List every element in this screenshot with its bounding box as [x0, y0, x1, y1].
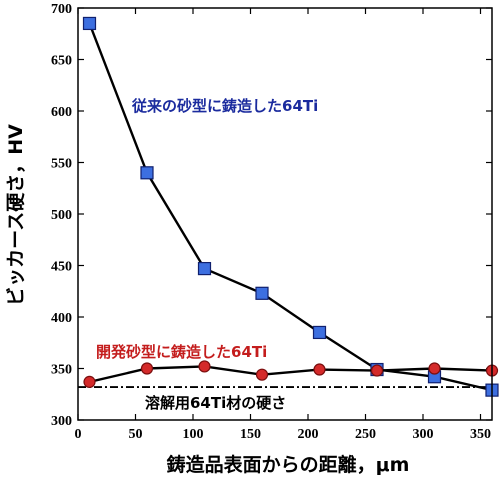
series-line — [88, 23, 493, 392]
annotation-reference-hardness: 溶解用64Ti材の硬さ — [145, 394, 286, 412]
y-tick-label: 300 — [51, 414, 72, 429]
series-developed — [83, 360, 499, 388]
series-layer — [82, 16, 499, 397]
x-tick-label: 50 — [129, 427, 143, 442]
y-tick-label: 550 — [51, 157, 72, 172]
data-point-square — [197, 261, 212, 276]
y-tick-label: 350 — [51, 363, 72, 378]
x-tick-label: 300 — [413, 427, 434, 442]
y-tick-label: 600 — [51, 105, 72, 120]
x-tick-label: 350 — [470, 427, 491, 442]
data-point-square — [312, 325, 327, 340]
data-point-square — [82, 16, 97, 31]
data-point-circle — [255, 368, 269, 381]
data-point-circle — [313, 363, 326, 376]
x-axis-title: 鋳造品表面からの距離，μm — [167, 453, 410, 476]
x-tick-label: 0 — [75, 427, 82, 442]
plot-area-frame — [77, 7, 493, 421]
x-tick-label: 250 — [355, 427, 376, 442]
annotation-developed-sand-mold: 開発砂型に鋳造した64Ti — [96, 343, 267, 361]
annotation-conventional-sand-mold: 従来の砂型に鋳造した64Ti — [131, 97, 318, 115]
series-conventional — [82, 16, 499, 397]
axis-ticks: 0 50 100 150 200 250 300 350 300 350 400 450 500 550 6… — [51, 2, 492, 442]
y-tick-label: 650 — [51, 54, 72, 69]
data-point-square — [140, 166, 154, 180]
data-point-circle — [198, 360, 211, 373]
data-point-circle — [370, 364, 384, 377]
x-tick-label: 200 — [298, 427, 319, 442]
data-point-circle — [83, 375, 96, 388]
x-tick-label: 150 — [240, 427, 261, 442]
y-tick-label: 500 — [51, 208, 72, 223]
y-tick-label: 700 — [51, 2, 72, 17]
data-point-circle — [140, 362, 154, 375]
y-tick-label: 450 — [51, 260, 72, 275]
y-axis-title: ビッカース硬さ，HV — [5, 124, 27, 306]
series-line — [89, 365, 493, 384]
x-tick-label: 100 — [183, 427, 204, 442]
data-point-circle — [428, 362, 441, 375]
data-point-square — [255, 286, 269, 300]
y-tick-label: 400 — [51, 311, 72, 326]
